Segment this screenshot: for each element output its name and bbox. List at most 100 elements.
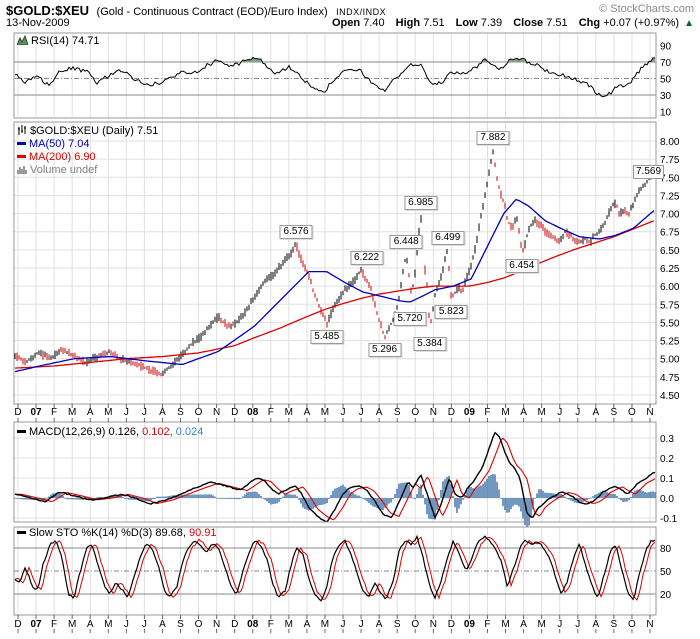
svg-text:6.50: 6.50 xyxy=(660,246,680,257)
close-value: 7.51 xyxy=(546,17,568,29)
svg-text:F: F xyxy=(51,619,57,630)
svg-text:M: M xyxy=(321,407,329,418)
svg-text:J: J xyxy=(142,619,147,630)
svg-text:70: 70 xyxy=(660,58,672,69)
svg-text:A: A xyxy=(159,407,166,418)
svg-text:09: 09 xyxy=(464,407,476,418)
svg-text:F: F xyxy=(484,619,490,630)
up-arrow-icon: ▲ xyxy=(684,18,694,29)
svg-text:S: S xyxy=(177,619,184,630)
rsi-legend-label: RSI(14) 74.71 xyxy=(31,35,100,47)
open-label: Open xyxy=(332,17,361,29)
main-legend-volume: Volume undef xyxy=(17,164,97,176)
svg-text:J: J xyxy=(557,619,562,630)
quote-date: 13-Nov-2009 xyxy=(6,17,70,29)
svg-text:M: M xyxy=(68,619,76,630)
ticker-symbol: $GOLD:$XEU xyxy=(6,3,90,18)
svg-text:5.50: 5.50 xyxy=(660,318,680,329)
svg-text:M: M xyxy=(501,407,509,418)
svg-text:D: D xyxy=(448,619,455,630)
sto-legend-main: Slow STO %K(14) %D(3) 89.68, xyxy=(29,527,186,539)
macd-panel-group: 0.3 0.2 0.1 0.0 -0.1 xyxy=(13,421,678,532)
price-icon xyxy=(18,125,26,135)
svg-text:J: J xyxy=(359,619,364,630)
macd-signal-line xyxy=(15,437,656,521)
macd-legend-hist: 0.024 xyxy=(175,426,204,438)
macd-line xyxy=(14,431,656,523)
rsi-overbought-fill xyxy=(243,57,261,62)
price-annotation: 5.296 xyxy=(368,343,402,358)
sto-d-line xyxy=(14,536,656,601)
ohlc-quote: Open 7.40 High 7.51 Low 7.39 Close 7.51 … xyxy=(324,17,694,29)
svg-text:J: J xyxy=(575,407,580,418)
svg-text:0.0: 0.0 xyxy=(660,494,674,505)
svg-text:0.1: 0.1 xyxy=(660,474,674,485)
price-annotation: 6.985 xyxy=(404,195,438,210)
header-quote-row: 13-Nov-2009 Open 7.40 High 7.51 Low 7.39… xyxy=(6,17,694,31)
svg-text:A: A xyxy=(304,407,311,418)
svg-text:A: A xyxy=(159,619,166,630)
ticker-description: (Gold - Continuous Contract (EOD)/Euro I… xyxy=(96,6,328,18)
open-value: 7.40 xyxy=(363,17,385,29)
svg-text:80: 80 xyxy=(660,544,672,555)
svg-text:6.00: 6.00 xyxy=(660,282,680,293)
svg-text:D: D xyxy=(14,407,21,418)
macd-legend-main: MACD(12,26,9) 0.126, xyxy=(29,426,140,438)
svg-text:J: J xyxy=(359,407,364,418)
svg-text:4.50: 4.50 xyxy=(660,391,680,402)
price-annotation: 7.882 xyxy=(476,130,510,145)
svg-text:N: N xyxy=(213,619,220,630)
last-price-callout: 7.569 xyxy=(633,165,665,179)
svg-text:90: 90 xyxy=(660,42,672,53)
svg-text:M: M xyxy=(104,407,112,418)
svg-text:A: A xyxy=(304,619,311,630)
svg-text:N: N xyxy=(646,407,653,418)
svg-text:J: J xyxy=(142,407,147,418)
svg-text:D: D xyxy=(231,619,238,630)
price-bars-up xyxy=(14,149,656,376)
svg-text:O: O xyxy=(195,407,203,418)
svg-text:J: J xyxy=(124,619,129,630)
volume-legend-label: Volume undef xyxy=(30,164,98,176)
svg-text:30: 30 xyxy=(660,91,672,102)
svg-text:J: J xyxy=(557,407,562,418)
low-value: 7.39 xyxy=(480,17,503,29)
price-annotation: 5.485 xyxy=(310,329,344,344)
svg-text:A: A xyxy=(376,619,383,630)
svg-text:O: O xyxy=(628,619,636,630)
svg-text:20: 20 xyxy=(660,590,672,601)
svg-text:S: S xyxy=(611,619,618,630)
svg-text:M: M xyxy=(537,619,545,630)
sto-line-icon xyxy=(17,531,26,534)
ma50-line-icon xyxy=(17,142,26,145)
chg-label: Chg xyxy=(578,17,601,29)
svg-text:J: J xyxy=(341,619,346,630)
volume-icon xyxy=(17,166,27,174)
svg-text:7.00: 7.00 xyxy=(660,210,680,221)
svg-text:J: J xyxy=(575,619,580,630)
svg-text:A: A xyxy=(520,407,527,418)
svg-text:M: M xyxy=(501,619,509,630)
svg-text:A: A xyxy=(592,407,599,418)
macd-legend-signal: 0.102, xyxy=(142,426,173,438)
svg-text:O: O xyxy=(411,407,419,418)
ma200-line-icon xyxy=(17,155,26,158)
svg-text:07: 07 xyxy=(30,407,42,418)
svg-text:S: S xyxy=(177,407,184,418)
svg-text:D: D xyxy=(231,407,238,418)
svg-text:N: N xyxy=(430,407,437,418)
svg-text:F: F xyxy=(51,407,57,418)
main-legend-ma200: MA(200) 6.90 xyxy=(17,151,96,163)
svg-text:09: 09 xyxy=(464,619,476,630)
price-annotation: 5.720 xyxy=(393,312,427,327)
month-axis-labels: D 07 F M A M J J A S O N D 08 F M A M J J A S O N D 09 F M A M J J A S O ND… xyxy=(14,404,654,633)
main-legend-price: $GOLD:$XEU (Daily) 7.51 xyxy=(17,125,158,137)
rsi-icon xyxy=(17,35,28,45)
svg-text:A: A xyxy=(87,619,94,630)
svg-text:A: A xyxy=(520,619,527,630)
svg-text:O: O xyxy=(195,619,203,630)
rsi-panel-group: 90 70 50 30 10 xyxy=(13,32,672,119)
stockcharts-credit: © StockCharts.com xyxy=(599,3,694,15)
